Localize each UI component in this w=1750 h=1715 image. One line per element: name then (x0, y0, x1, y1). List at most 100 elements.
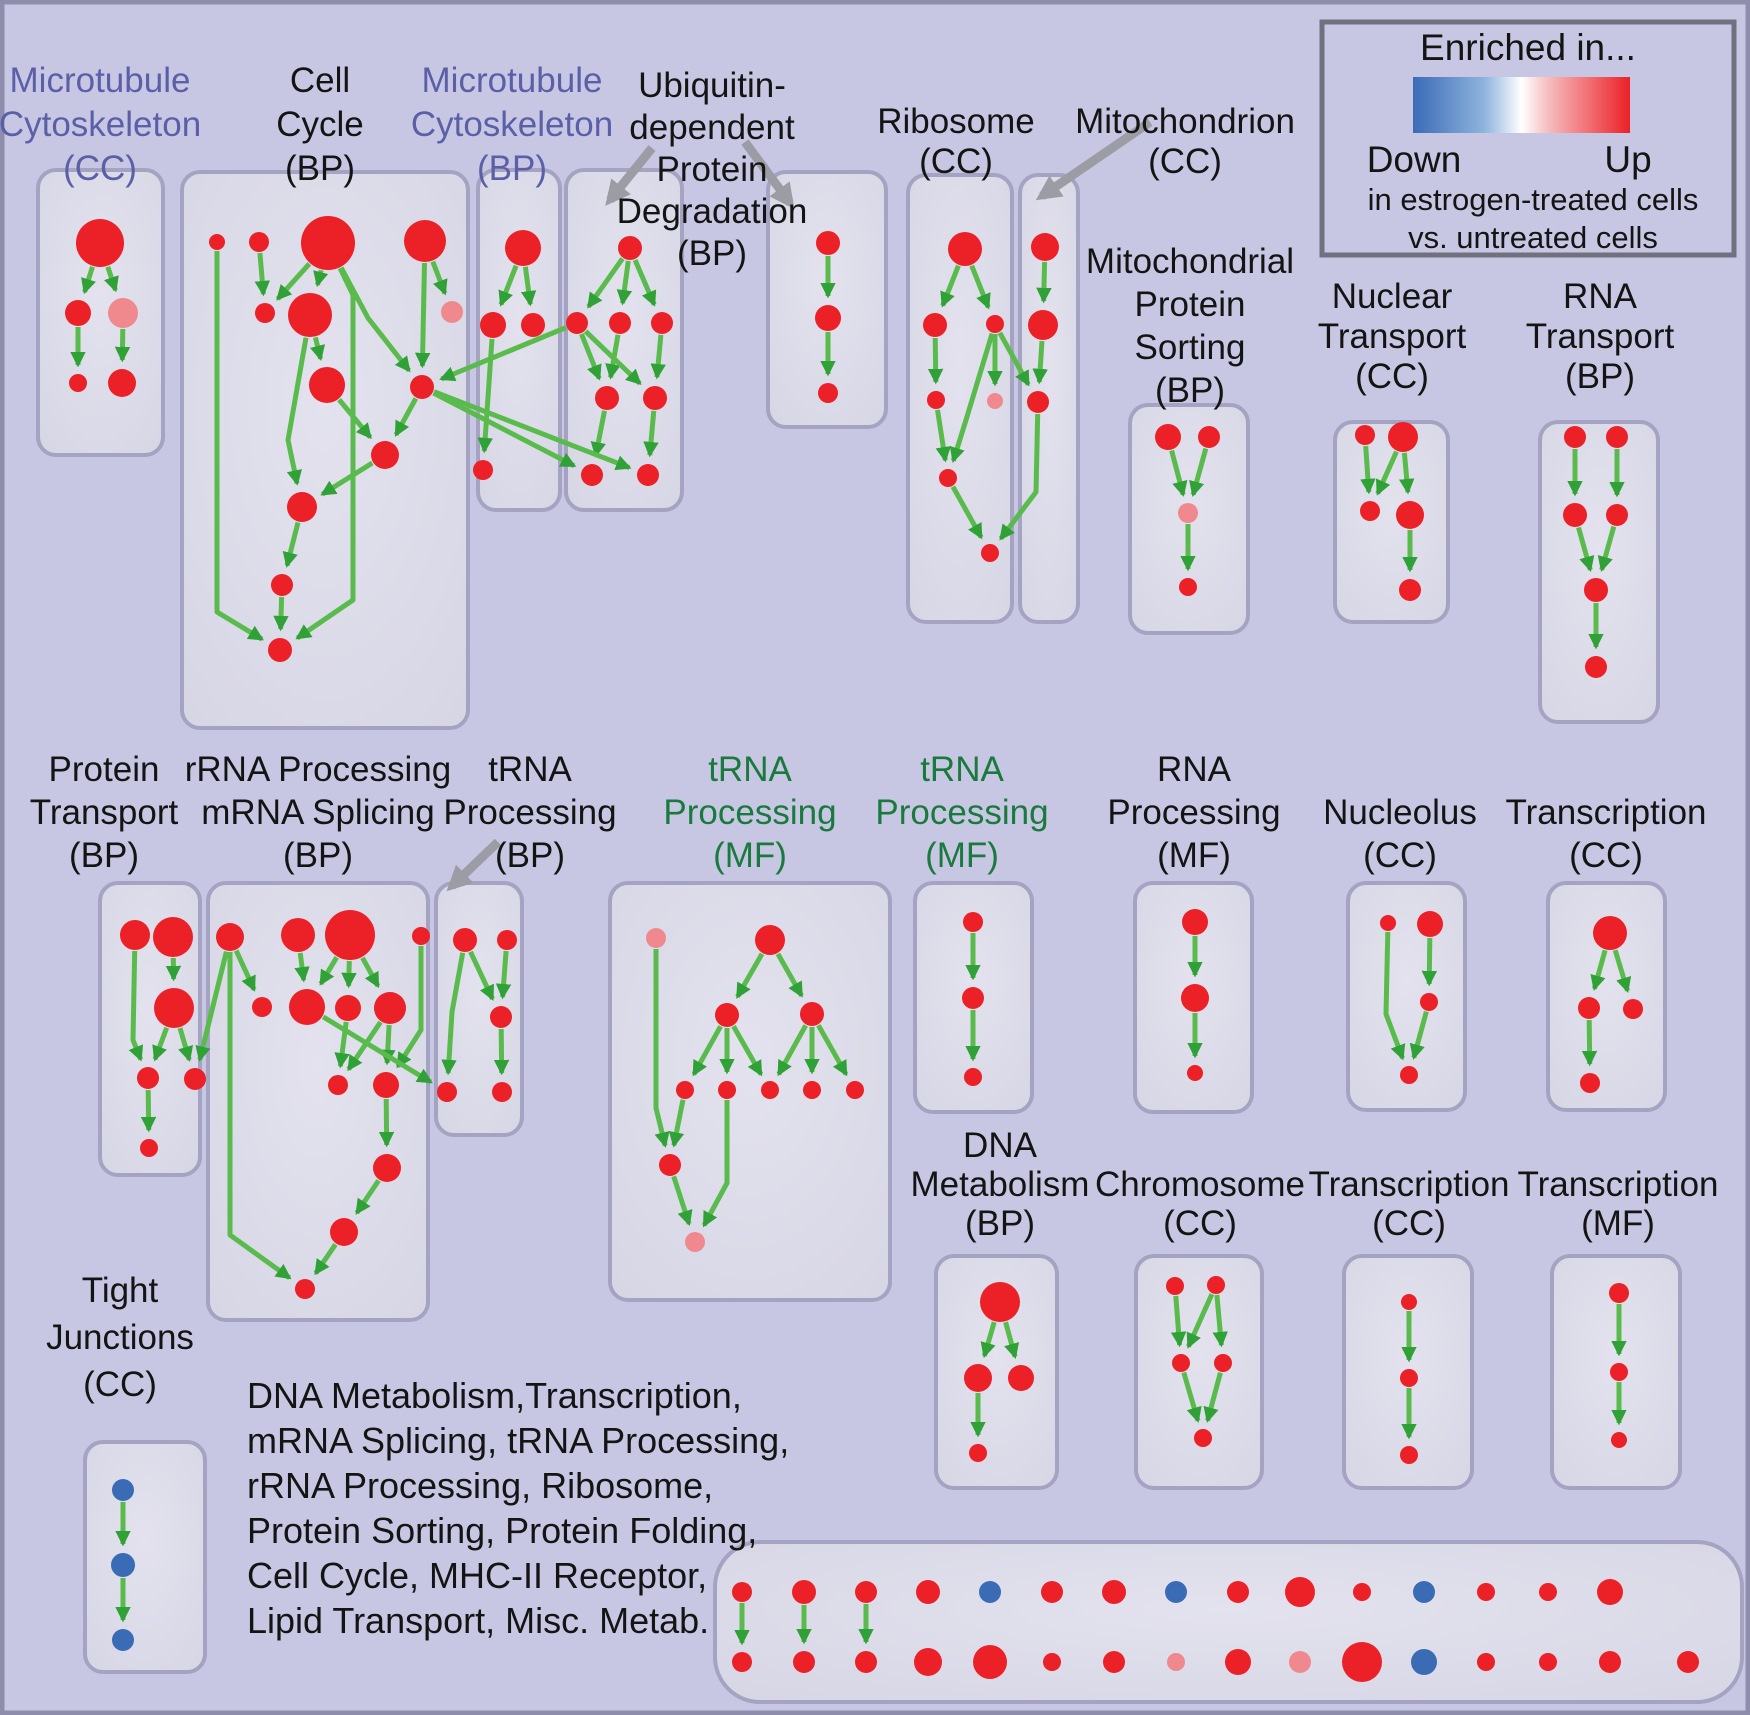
gene-node-rt2 (1606, 426, 1628, 448)
cluster-box-nucleolus-cc (1346, 881, 1467, 1112)
edge-cc9-ubc1 (432, 390, 577, 469)
gene-node-ms4 (1179, 578, 1197, 596)
gene-node-pt6 (140, 1139, 158, 1157)
edge-cc6-cc8 (309, 336, 326, 362)
annotation-line-5: Cell Cycle, MHC-II Receptor, (247, 1555, 707, 1596)
gene-node-rr1 (216, 923, 244, 951)
gene-node-mcc2 (65, 300, 91, 326)
gene-node-tb3 (490, 1006, 512, 1028)
edge-ch3-ch5 (1181, 1371, 1202, 1423)
gene-node-sb15 (1677, 1651, 1699, 1673)
gene-node-tm3 (715, 1003, 739, 1027)
gene-node-sb12 (1477, 1653, 1495, 1671)
gene-node-tj1 (112, 1479, 134, 1501)
edge-nc1-nc4 (1383, 931, 1406, 1061)
edge-tm2-tm3 (735, 952, 765, 999)
gene-node-uba1 (566, 312, 588, 334)
edge-nt2-nt3 (1375, 450, 1399, 496)
gene-node-sb13 (1539, 1653, 1557, 1671)
edge-rb6-rb7 (950, 485, 984, 540)
cluster-label-dna-17: DNA Metabolism (BP) (911, 1126, 1090, 1243)
gene-node-st8 (1227, 1581, 1249, 1603)
edge-tm4-tm9 (816, 1024, 849, 1077)
annotation-line-6: Lipid Transport, Misc. Metab. (247, 1600, 709, 1641)
annotation-block: DNA Metabolism,Transcription,mRNA Splici… (247, 1375, 789, 1641)
cluster-label-rna-8: RNA Transport (BP) (1526, 277, 1675, 396)
gene-node-cc9 (410, 375, 434, 399)
gene-node-st7 (1165, 1581, 1187, 1603)
edge-mcc1-mcc3 (104, 266, 119, 293)
edge-rr6-tb4 (321, 1014, 433, 1085)
gene-node-mt3 (1027, 391, 1049, 413)
edge-rr12-rr13 (313, 1242, 338, 1276)
edge-tm1-tm10 (653, 949, 670, 1148)
gene-node-mbp3 (521, 313, 545, 337)
edge-rr3-rr8 (360, 956, 381, 989)
edge-dm1-dm2 (980, 1321, 997, 1359)
gene-node-tm9 (846, 1081, 864, 1099)
edge-uba1-cc9 (439, 325, 567, 382)
gene-node-tb4 (437, 1082, 457, 1102)
gene-node-cc2 (249, 232, 269, 252)
gene-node-pt3 (154, 988, 194, 1028)
edge-tc1-tc2 (1590, 949, 1608, 991)
gene-node-rb6 (939, 469, 957, 487)
edge-cc12-cc13 (273, 596, 289, 632)
edge-tc2-tc4 (1581, 1019, 1598, 1067)
edge-cc6-cc11 (285, 337, 309, 486)
cluster-labels-layer: Microtubule Cytoskeleton (CC) Cell Cycle (BP)… (0, 61, 1719, 1404)
gene-node-rt1 (1564, 426, 1586, 448)
edge-ubt-uba3 (632, 259, 657, 307)
gene-node-sb3 (914, 1648, 942, 1676)
legend-subtitle-line2: vs. untreated cells (1408, 220, 1658, 255)
edge-tb1-tb3 (468, 950, 495, 1002)
gene-node-nc1 (1380, 915, 1396, 931)
gene-node-tm8 (803, 1081, 821, 1099)
edge-ch1-ch3 (1170, 1295, 1187, 1348)
edge-tm2-tm4 (775, 952, 804, 998)
cluster-label-trna-11: tRNA Processing (BP) (443, 750, 616, 875)
gene-node-cc10 (371, 441, 399, 469)
gene-node-ch1 (1166, 1277, 1184, 1295)
gene-node-t3a (1609, 1283, 1629, 1303)
gene-node-ubb2 (643, 386, 667, 410)
edge-rr1-rr13 (227, 952, 292, 1280)
gene-node-rb3 (986, 315, 1004, 333)
gene-node-cc3 (301, 216, 355, 270)
edge-ms1-ms3 (1169, 449, 1188, 497)
edge-tb3-tb5 (493, 1028, 510, 1076)
edges-layer (70, 251, 1632, 1646)
gene-node-nt3 (1360, 501, 1380, 521)
gene-node-st5 (1041, 1581, 1063, 1603)
cluster-label-mitochondrion-5: Mitochondrion (CC) (1075, 102, 1295, 181)
gene-node-ts3 (964, 1068, 982, 1086)
gene-node-cc4 (404, 220, 446, 262)
gene-node-pt2 (153, 917, 193, 957)
edge-rb1-rb3 (969, 264, 991, 310)
edge-uba1-ubb2 (583, 329, 642, 386)
edge-rb3-mt3 (997, 331, 1031, 387)
gene-node-mbp1 (505, 230, 541, 266)
gene-node-t3c (1611, 1432, 1627, 1448)
gene-node-dm3 (1008, 1365, 1034, 1391)
edge-dm1-dm3 (1003, 1321, 1020, 1360)
gene-node-rr10 (373, 1072, 399, 1098)
gene-node-ub2b (815, 305, 841, 331)
edge-cc8-cc10 (337, 398, 373, 440)
gene-node-rr12 (330, 1218, 358, 1246)
edge-tm5-tm10 (668, 1099, 686, 1148)
edge-cc3-cc6 (313, 269, 329, 288)
gene-node-tc2 (1578, 997, 1600, 1019)
gene-node-cc1 (209, 234, 225, 250)
gene-node-sb6 (1103, 1651, 1125, 1673)
label-pointer-arrow-2 (741, 139, 795, 210)
gene-node-tm4 (800, 1002, 824, 1026)
gene-node-dm1 (980, 1282, 1020, 1322)
cluster-box-nuclear-transport-cc (1333, 420, 1450, 624)
edge-rr2-rr6 (294, 952, 310, 983)
gene-node-uba2 (609, 312, 631, 334)
edge-pt3-pt4 (152, 1026, 170, 1062)
cluster-box-mixed-strip (713, 1540, 1744, 1704)
edge-uba3-ubb2 (650, 334, 666, 380)
gene-node-nt2 (1388, 422, 1418, 452)
